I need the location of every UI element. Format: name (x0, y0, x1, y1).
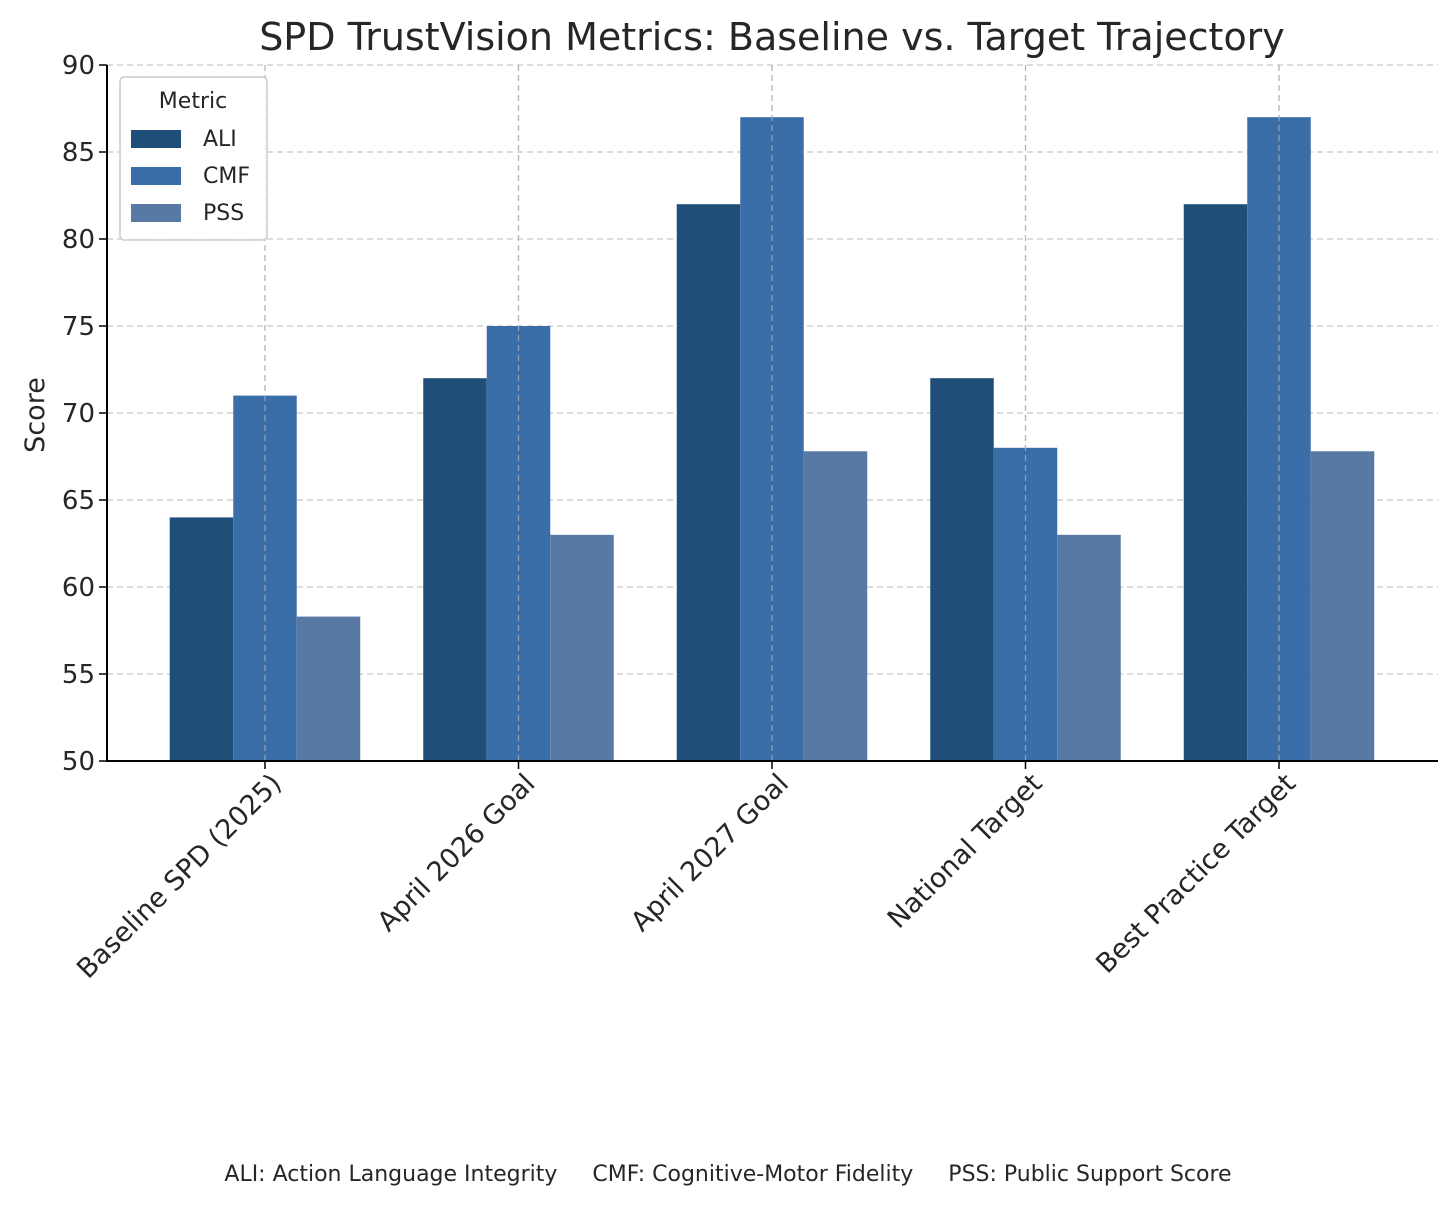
footnote-ali: ALI: Action Language Integrity (224, 1162, 558, 1187)
y-tick-label: 70 (62, 399, 95, 429)
bar-ali (1183, 204, 1248, 761)
footnote-pss: PSS: Public Support Score (948, 1162, 1232, 1187)
y-tick-label: 75 (62, 312, 95, 342)
bar-pss (1310, 451, 1375, 761)
footnote: ALI: Action Language Integrity CMF: Cogn… (0, 1162, 1456, 1187)
legend-frame (119, 76, 268, 241)
chart-title: SPD TrustVision Metrics: Baseline vs. Ta… (259, 15, 1285, 59)
y-tick-label: 60 (62, 573, 95, 603)
bar-pss (1057, 534, 1121, 761)
bar-pss (803, 451, 868, 761)
y-tick-label: 65 (62, 486, 95, 516)
x-tick-label: April 2026 Goal (372, 768, 542, 938)
y-ticks: 50 55 60 65 70 75 80 85 90 (62, 51, 107, 777)
bar-ali (169, 517, 234, 761)
bar-ali (423, 378, 487, 761)
x-tick-label: Baseline SPD (2025) (71, 768, 288, 985)
y-tick-label: 85 (62, 138, 95, 168)
x-tick-label: April 2027 Goal (625, 768, 795, 938)
y-tick-label: 55 (62, 660, 95, 690)
bars (169, 65, 1375, 761)
bar-ali (930, 378, 994, 761)
y-axis-label: Score (20, 377, 51, 453)
legend: Metric ALI CMF PSS (119, 76, 268, 241)
y-tick-label: 90 (62, 51, 95, 81)
legend-label-ali: ALI (203, 127, 237, 152)
legend-swatch-cmf (131, 167, 181, 185)
bar-ali (676, 204, 741, 761)
legend-swatch-ali (131, 130, 181, 148)
x-tick-label: Best Practice Target (1090, 768, 1302, 980)
bar-pss (550, 534, 614, 761)
bar-cmf (993, 447, 1058, 761)
legend-label-cmf: CMF (203, 164, 250, 189)
legend-swatch-pss (131, 204, 181, 222)
legend-label-pss: PSS (203, 201, 244, 226)
bar-pss (296, 616, 361, 761)
y-tick-label: 80 (62, 225, 95, 255)
y-tick-label: 50 (62, 747, 95, 777)
footnote-cmf: CMF: Cognitive-Motor Fidelity (592, 1162, 914, 1187)
x-ticks: Baseline SPD (2025) April 2026 Goal April … (71, 761, 1302, 985)
legend-title: Metric (159, 89, 227, 114)
x-tick-label: National Target (882, 768, 1049, 935)
chart: 50 55 60 65 70 75 80 85 90 Baseline SPD (2025) Ap… (20, 15, 1438, 985)
